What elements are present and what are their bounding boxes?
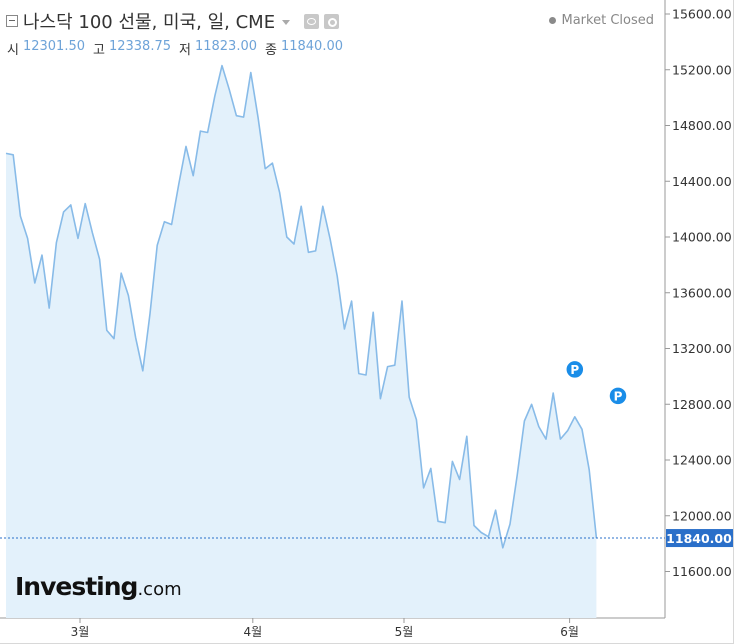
logo-suffix: .com xyxy=(137,579,182,600)
collapse-icon[interactable] xyxy=(6,15,18,27)
logo-wordmark: Investing xyxy=(15,572,138,601)
gear-icon[interactable] xyxy=(324,13,340,29)
x-tick-label: 4월 xyxy=(243,625,262,639)
close-label: 종 xyxy=(265,43,277,58)
x-tick-label: 6월 xyxy=(560,625,579,639)
open-label: 시 xyxy=(7,43,19,58)
high-label: 고 xyxy=(93,43,105,58)
x-tick-label: 3월 xyxy=(71,625,90,639)
low-label: 저 xyxy=(179,43,191,58)
price-area xyxy=(6,65,597,619)
status-dot-icon xyxy=(548,17,556,24)
x-tick-label: 5월 xyxy=(395,625,414,639)
chevron-down-icon[interactable] xyxy=(282,19,291,25)
y-tick-label: 14800.00 xyxy=(672,118,732,133)
price-line xyxy=(5,64,598,549)
ohlc-readout: 시 12301.50 고 12338.75 저 11823.00 종 11840… xyxy=(7,39,347,58)
p-marker[interactable] xyxy=(608,386,628,406)
p-marker-label: P xyxy=(570,363,579,377)
y-tick-label: 14400.00 xyxy=(672,174,732,189)
y-tick-label: 11600.00 xyxy=(672,564,732,579)
y-tick-label: 13600.00 xyxy=(672,285,732,300)
y-tick-label: 15200.00 xyxy=(672,62,732,77)
market-status: Market Closed xyxy=(548,13,655,28)
chart-header: 나스닥 100 선물, 미국, 일, CME xyxy=(6,9,340,33)
y-tick-label: 12000.00 xyxy=(672,508,732,523)
open-value: 12301.50 xyxy=(22,39,85,54)
instrument-title: 나스닥 100 선물, 미국, 일, CME xyxy=(23,12,276,33)
y-tick-label: 13200.00 xyxy=(672,341,732,356)
p-marker[interactable] xyxy=(565,359,585,380)
market-status-label: Market Closed xyxy=(561,13,655,28)
y-tick-label: 15600.00 xyxy=(672,7,732,22)
y-tick-label: 12400.00 xyxy=(672,453,732,468)
eye-icon[interactable] xyxy=(304,13,320,29)
investing-logo: Investing.com xyxy=(15,572,182,601)
y-tick-label: 12800.00 xyxy=(672,397,732,412)
low-value: 11823.00 xyxy=(194,39,257,54)
last-price-label-bg xyxy=(666,529,733,548)
close-value: 11840.00 xyxy=(280,39,343,54)
high-value: 12338.75 xyxy=(108,39,171,54)
y-tick-label: 14000.00 xyxy=(672,230,732,245)
last-price-label: 11840.00 xyxy=(666,531,732,546)
p-marker-label: P xyxy=(614,389,623,403)
